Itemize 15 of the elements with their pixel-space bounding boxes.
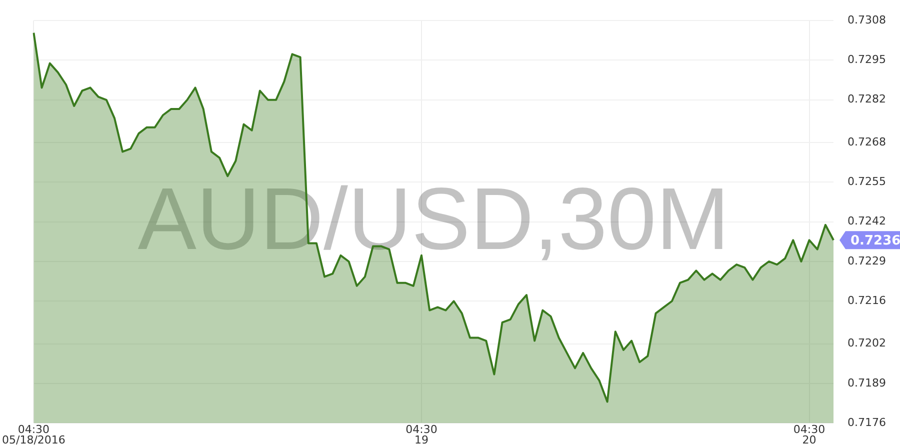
y-tick-label: 0.7189 — [848, 376, 886, 390]
x-tick-label: 04:30 20 — [793, 423, 826, 447]
y-tick-label: 0.7229 — [848, 254, 886, 268]
text: 0.7236 — [850, 234, 900, 249]
y-tick-label: 0.7255 — [848, 175, 886, 188]
y-tick-label: 0.7295 — [848, 53, 886, 66]
y-tick-label: 0.7216 — [848, 294, 886, 307]
x-tick-label: 04:30 19 — [406, 423, 438, 447]
y-tick-label: 0.7268 — [848, 135, 886, 148]
x-tick-label: 04:30 05/18/2016 — [2, 423, 66, 447]
y-tick-label: 0.7308 — [848, 13, 886, 26]
y-tick-label: 0.7282 — [848, 92, 886, 106]
y-tick-label: 0.7242 — [848, 214, 886, 228]
y-tick-label: 0.7202 — [848, 336, 886, 350]
y-tick-label: 0.7176 — [848, 416, 886, 429]
